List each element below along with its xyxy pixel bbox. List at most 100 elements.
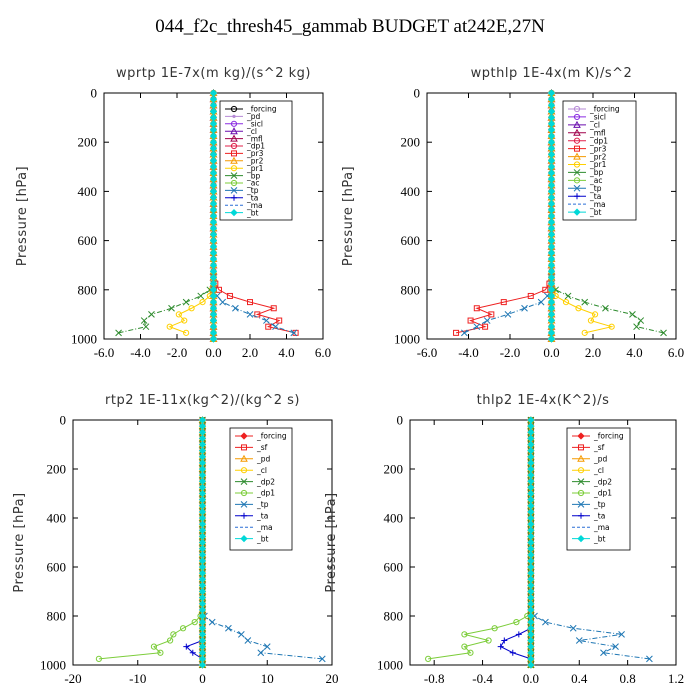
series-line bbox=[428, 609, 532, 660]
data-point bbox=[115, 329, 122, 337]
series-line bbox=[98, 609, 203, 660]
series-bt bbox=[547, 89, 556, 343]
data-point bbox=[581, 329, 588, 336]
legend-label: _ta bbox=[593, 512, 605, 521]
data-point bbox=[515, 631, 522, 638]
data-point bbox=[542, 618, 549, 626]
legend-marker bbox=[573, 177, 581, 184]
x-tick-label: 6.0 bbox=[668, 345, 684, 360]
data-point bbox=[189, 649, 196, 656]
legend-entry: _ma bbox=[572, 523, 610, 532]
data-point bbox=[569, 624, 577, 632]
legend-marker bbox=[230, 105, 238, 113]
y-tick-label: 800 bbox=[401, 282, 421, 297]
data-point bbox=[485, 637, 492, 644]
legend-marker bbox=[240, 501, 248, 508]
legend-label: _cl bbox=[593, 466, 604, 475]
legend-label: _sicl bbox=[246, 120, 263, 129]
data-point bbox=[199, 299, 206, 306]
chart-panel-3: rtp2 1E-11x(kg^2)/(kg^2 s) Pressure [hPa]… bbox=[12, 393, 339, 686]
legend-entry: _tp bbox=[572, 500, 606, 509]
legend-marker bbox=[573, 169, 581, 176]
data-point bbox=[191, 619, 198, 626]
legend-label: _sf bbox=[593, 443, 605, 452]
legend-label: _pr2 bbox=[246, 157, 264, 166]
data-point bbox=[509, 649, 516, 656]
legend-label: _tp bbox=[256, 500, 269, 509]
data-point bbox=[95, 655, 103, 662]
data-point bbox=[272, 323, 279, 331]
chart-title: thlp2 1E-4x(K^2)/s bbox=[477, 393, 610, 408]
data-point bbox=[482, 323, 489, 330]
legend-label: _forcing bbox=[589, 105, 620, 114]
legend-label: _ta bbox=[256, 512, 268, 521]
x-tick-label: 0.0 bbox=[523, 671, 539, 686]
data-point bbox=[183, 643, 190, 650]
legend-marker bbox=[577, 432, 585, 440]
data-point bbox=[197, 292, 205, 300]
y-tick-label: 400 bbox=[401, 184, 421, 199]
legend-entry: _pr2 bbox=[568, 152, 607, 161]
series-pr3 bbox=[210, 274, 299, 336]
legend-entry: _dp1 bbox=[572, 489, 612, 498]
x-tick-label: -4.0 bbox=[458, 345, 479, 360]
legend: _forcing _sf _pd _cl _dp2 _dp1 _tp _ta _ma _bt bbox=[566, 427, 631, 551]
legend-entry: _dp1 bbox=[568, 136, 608, 145]
x-tick-label: 0.4 bbox=[571, 671, 588, 686]
data-point bbox=[488, 311, 495, 318]
legend-label: _dp1 bbox=[593, 489, 612, 498]
y-tick-label: 200 bbox=[384, 462, 404, 477]
legend-marker bbox=[573, 105, 581, 113]
legend-entry: _pr2 bbox=[225, 157, 264, 166]
data-point bbox=[473, 323, 481, 331]
legend-entry: _tp bbox=[568, 184, 602, 193]
legend-marker bbox=[573, 152, 581, 160]
legend-marker bbox=[230, 120, 238, 127]
x-tick-label: 0.0 bbox=[205, 345, 221, 360]
legend-entry: _ma bbox=[235, 523, 273, 532]
legend-marker bbox=[231, 194, 237, 201]
data-point bbox=[188, 305, 195, 312]
data-point bbox=[148, 311, 155, 318]
data-point bbox=[483, 317, 491, 324]
legend-marker bbox=[578, 444, 584, 451]
data-point bbox=[237, 631, 245, 638]
legend-marker bbox=[574, 145, 580, 152]
legend-label: _bp bbox=[589, 168, 604, 177]
data-point bbox=[467, 649, 474, 656]
legend-marker bbox=[573, 120, 581, 128]
legend-label: _pr2 bbox=[589, 152, 607, 161]
data-point bbox=[247, 299, 253, 306]
data-point bbox=[581, 298, 589, 306]
y-tick-label: 600 bbox=[384, 560, 404, 575]
legend-marker bbox=[240, 454, 248, 462]
legend-label: _dp1 bbox=[256, 489, 275, 498]
legend-entry: _cl bbox=[225, 127, 257, 136]
data-point bbox=[660, 329, 667, 337]
y-tick-label: 600 bbox=[78, 233, 98, 248]
series-line bbox=[213, 277, 296, 334]
legend-entry: _bt bbox=[225, 208, 259, 217]
legend-label: _sf bbox=[256, 443, 268, 452]
legend-label: _tp bbox=[589, 184, 602, 193]
plot-frame bbox=[409, 419, 677, 666]
data-point bbox=[504, 311, 512, 318]
data-point bbox=[453, 329, 460, 336]
data-point bbox=[157, 649, 164, 656]
data-point bbox=[473, 305, 480, 312]
x-tick-label: 0.0 bbox=[543, 345, 559, 360]
data-point bbox=[547, 335, 556, 343]
series-tp bbox=[460, 274, 555, 337]
y-tick-label: 400 bbox=[47, 511, 67, 526]
data-point bbox=[562, 299, 570, 306]
series-tp bbox=[527, 606, 653, 663]
legend-label: _dp2 bbox=[256, 477, 275, 486]
series-tp bbox=[199, 606, 326, 663]
data-point bbox=[521, 304, 528, 312]
legend-marker bbox=[573, 161, 581, 168]
legend-marker bbox=[573, 184, 581, 192]
legend-marker bbox=[231, 150, 237, 157]
data-point bbox=[290, 329, 298, 337]
y-tick-label: 1000 bbox=[40, 658, 66, 673]
legend-entry: _ta bbox=[225, 194, 258, 203]
